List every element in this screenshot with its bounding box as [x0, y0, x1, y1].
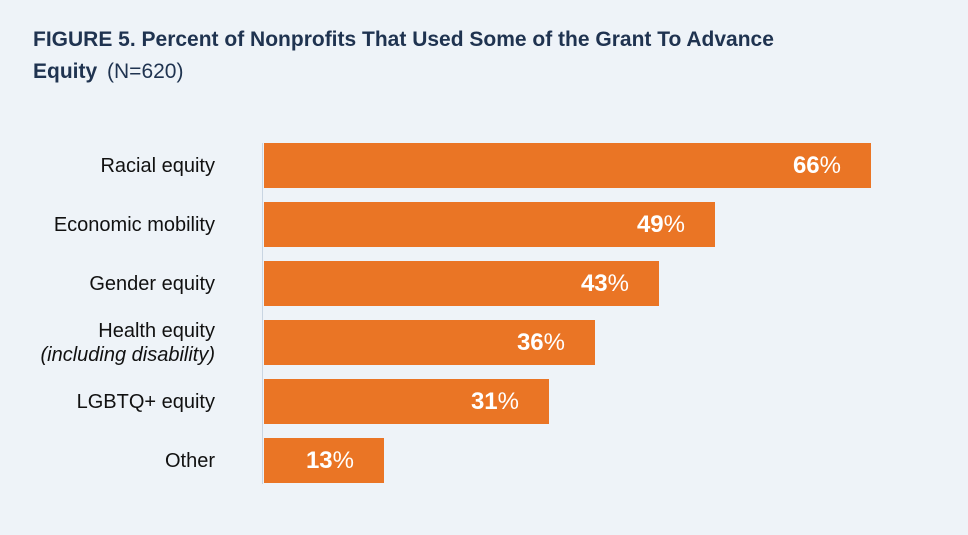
- bar: 13%: [264, 438, 384, 483]
- bar-value-label: 36%: [517, 320, 565, 365]
- category-axis-line: [262, 143, 263, 484]
- chart-title: FIGURE 5. Percent of Nonprofits That Use…: [33, 24, 793, 88]
- bar-value-number: 49: [636, 210, 664, 238]
- bar: 31%: [264, 379, 549, 424]
- chart-title-main: FIGURE 5. Percent of Nonprofits That Use…: [33, 28, 774, 83]
- bar-value-number: 13: [305, 446, 333, 474]
- bar-value-suffix: %: [663, 210, 685, 238]
- category-label-text: Other: [164, 449, 215, 472]
- category-label-text: LGBTQ+ equity: [76, 390, 215, 413]
- bar-value-number: 36: [516, 328, 544, 356]
- bar-row: Other 13%: [0, 438, 968, 483]
- category-label: Racial equity: [0, 143, 215, 188]
- bar: 36%: [264, 320, 595, 365]
- bar-value-suffix: %: [543, 328, 565, 356]
- bar-value-label: 31%: [471, 379, 519, 424]
- category-label-text: Racial equity: [100, 154, 215, 177]
- bar-value-suffix: %: [332, 446, 354, 474]
- bar-value-number: 43: [580, 269, 608, 297]
- bar: 49%: [264, 202, 715, 247]
- bar-row: LGBTQ+ equity 31%: [0, 379, 968, 424]
- bar-value-label: 13%: [306, 438, 354, 483]
- chart-title-note: (N=620): [107, 60, 184, 83]
- bar-row: Racial equity 66%: [0, 143, 968, 188]
- bar-row: Gender equity 43%: [0, 261, 968, 306]
- category-label: Economic mobility: [0, 202, 215, 247]
- category-label-text: Economic mobility: [53, 213, 215, 236]
- bar-value-suffix: %: [607, 269, 629, 297]
- bar-value-label: 49%: [637, 202, 685, 247]
- category-label-text: Gender equity: [89, 272, 215, 295]
- bar-value-suffix: %: [819, 151, 841, 179]
- bar: 43%: [264, 261, 659, 306]
- category-label: LGBTQ+ equity: [0, 379, 215, 424]
- category-label-note: (including disability): [40, 343, 215, 366]
- category-label-text: Health equity: [98, 319, 215, 342]
- category-label: Other: [0, 438, 215, 483]
- category-label: Gender equity: [0, 261, 215, 306]
- bar-value-suffix: %: [497, 387, 519, 415]
- bar-value-label: 43%: [581, 261, 629, 306]
- bar-value-number: 31: [470, 387, 498, 415]
- bar-row: Economic mobility 49%: [0, 202, 968, 247]
- bar-value-number: 66: [792, 151, 820, 179]
- bar-row: Health equity (including disability) 36%: [0, 319, 968, 366]
- bar-value-label: 66%: [793, 143, 841, 188]
- category-label: Health equity (including disability): [0, 319, 215, 366]
- bar: 66%: [264, 143, 871, 188]
